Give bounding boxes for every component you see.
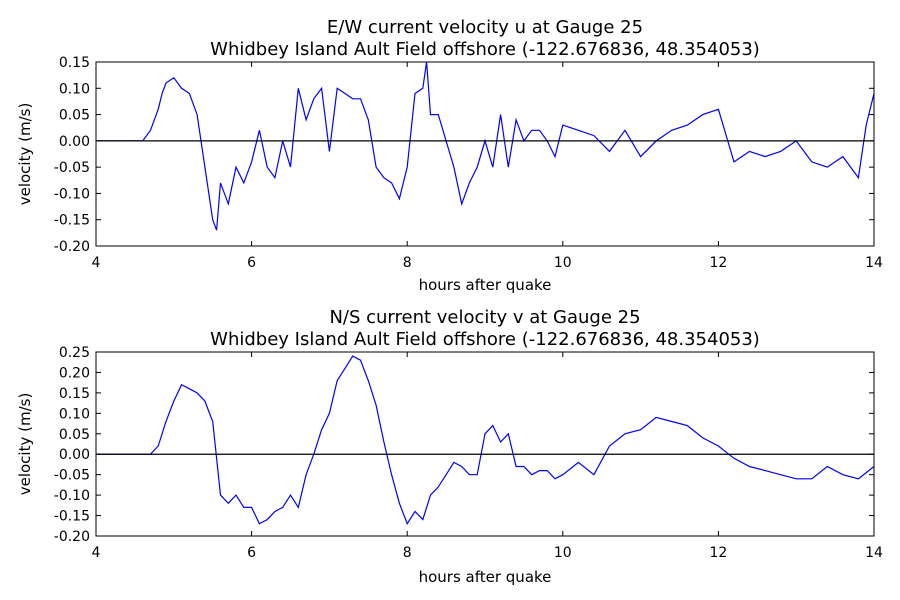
y-axis-label: velocity (m/s) <box>16 103 34 206</box>
y-tick-label: 0.00 <box>59 447 90 463</box>
chart-ns-velocity: N/S current velocity v at Gauge 25 Whidb… <box>16 307 883 586</box>
y-tick-label: -0.20 <box>54 239 90 255</box>
plot-frame <box>95 351 875 537</box>
x-tick-label: 14 <box>865 545 883 561</box>
y-tick-label: -0.05 <box>54 468 90 484</box>
x-axis-label: hours after quake <box>419 568 552 586</box>
chart-title: E/W current velocity u at Gauge 25 <box>327 17 643 38</box>
x-tick-label: 8 <box>403 545 412 561</box>
y-tick-label: 0.15 <box>59 55 90 71</box>
y-tick-label: -0.10 <box>54 186 90 202</box>
y-tick-label: -0.15 <box>54 509 90 525</box>
x-tick-label: 6 <box>247 255 256 271</box>
y-tick-label: 0.15 <box>59 386 90 402</box>
y-tick-label: 0.10 <box>59 81 90 97</box>
y-tick-label: -0.20 <box>54 529 90 545</box>
series-line-u <box>96 61 875 231</box>
x-tick-label: 6 <box>247 545 256 561</box>
tick-group: 4 6 8 10 12 14 0.25 0.20 0.15 0.10 0.05 0.00 -0.05 -0… <box>54 345 883 561</box>
x-tick-label: 12 <box>709 255 727 271</box>
y-tick-label: -0.05 <box>54 160 90 176</box>
x-tick-label: 4 <box>92 255 101 271</box>
chart-ew-velocity: E/W current velocity u at Gauge 25 Whidb… <box>16 17 883 294</box>
chart-subtitle: Whidbey Island Ault Field offshore (-122… <box>210 39 760 60</box>
plot-frame <box>95 61 875 247</box>
y-tick-label: 0.25 <box>59 345 90 361</box>
x-tick-label: 10 <box>554 255 572 271</box>
y-axis-label: velocity (m/s) <box>16 393 34 496</box>
x-tick-label: 12 <box>709 545 727 561</box>
x-axis-label: hours after quake <box>419 276 552 294</box>
y-tick-label: -0.10 <box>54 488 90 504</box>
x-tick-label: 8 <box>403 255 412 271</box>
x-tick-label: 10 <box>554 545 572 561</box>
y-tick-label: 0.05 <box>59 108 90 124</box>
chart-title: N/S current velocity v at Gauge 25 <box>329 307 640 328</box>
x-tick-label: 14 <box>865 255 883 271</box>
chart-subtitle: Whidbey Island Ault Field offshore (-122… <box>210 329 760 350</box>
x-tick-label: 4 <box>92 545 101 561</box>
y-tick-label: 0.10 <box>59 406 90 422</box>
series-line-v <box>96 355 875 526</box>
tick-group: 4 6 8 10 12 14 0.15 0.10 0.05 0.00 -0.05 -0.10 -0.15… <box>54 55 883 271</box>
y-tick-label: 0.00 <box>59 134 90 150</box>
y-tick-label: 0.20 <box>59 365 90 381</box>
y-tick-label: 0.05 <box>59 427 90 443</box>
y-tick-label: -0.15 <box>54 213 90 229</box>
